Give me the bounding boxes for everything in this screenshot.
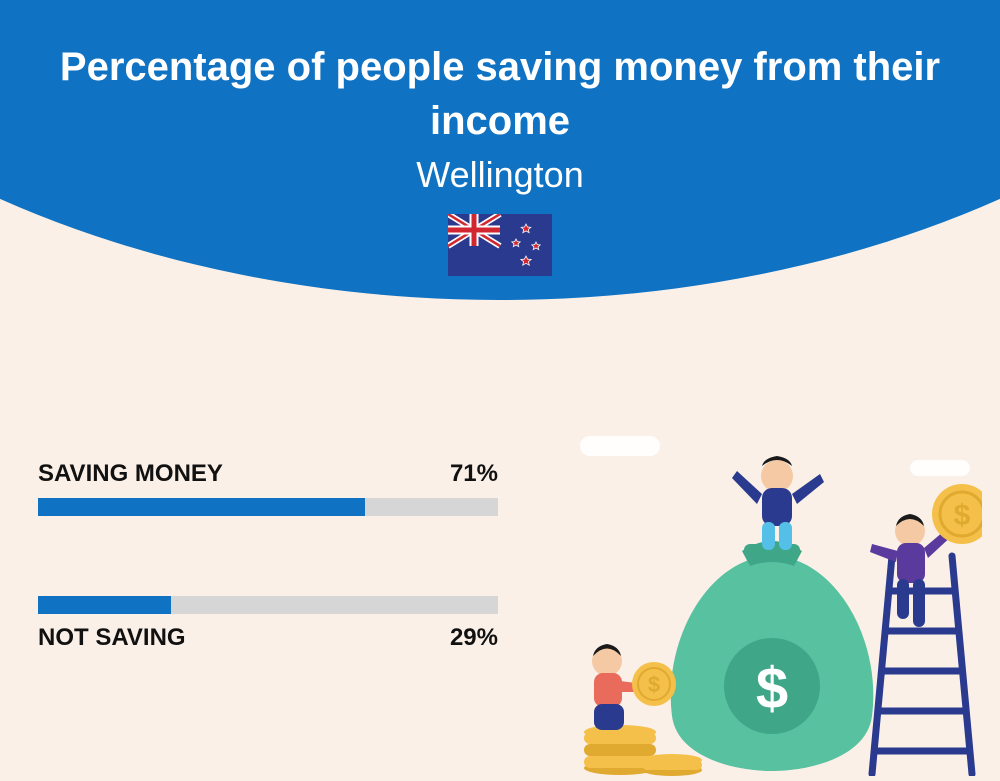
svg-text:$: $ (756, 656, 788, 721)
bar-track (38, 498, 498, 516)
bar-value: 29% (450, 624, 498, 652)
bar-label: SAVING MONEY (38, 460, 223, 488)
bar-value: 71% (450, 460, 498, 488)
person-icon (732, 456, 824, 550)
svg-text:$: $ (648, 672, 660, 697)
nz-flag-icon (448, 214, 552, 276)
savings-illustration: $ $ (562, 436, 982, 776)
svg-text:$: $ (954, 499, 971, 532)
bar-saving-money: SAVING MONEY 71% (38, 460, 498, 516)
page-title: Percentage of people saving money from t… (0, 40, 1000, 148)
money-bag-icon: $ (671, 541, 874, 771)
bar-fill (38, 596, 171, 614)
bar-label: NOT SAVING (38, 624, 186, 652)
header: Percentage of people saving money from t… (0, 0, 1000, 276)
person-icon: $ (592, 644, 676, 730)
bar-fill (38, 498, 365, 516)
bar-not-saving: NOT SAVING 29% (38, 596, 498, 652)
page-subtitle: Wellington (0, 154, 1000, 196)
bar-chart: SAVING MONEY 71% NOT SAVING 29% (38, 460, 498, 732)
bar-track (38, 596, 498, 614)
